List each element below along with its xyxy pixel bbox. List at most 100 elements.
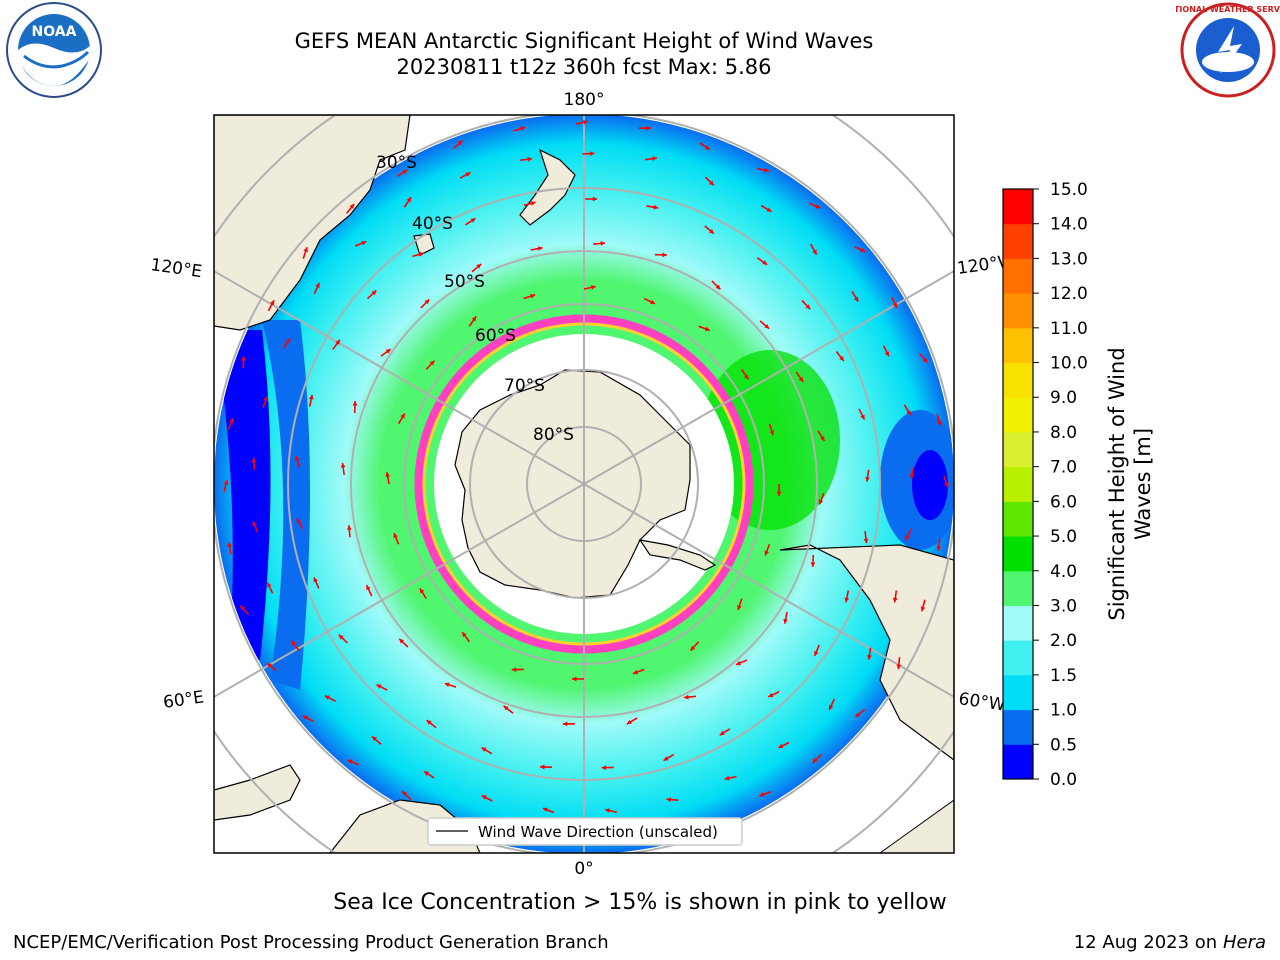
colorbar-frame: [1002, 188, 1034, 780]
wind-arrow-head: [719, 730, 725, 736]
wind-arrow-head: [481, 795, 487, 800]
wind-arrow-head: [805, 304, 811, 310]
colorbar-segment: [1003, 674, 1033, 711]
wind-arrow-head: [708, 228, 714, 234]
wind-arrow-head: [663, 756, 669, 761]
lon-label-60w: 60°W: [957, 689, 1006, 715]
wind-arrow-head: [267, 582, 272, 588]
wind-arrow-head: [812, 249, 817, 255]
wind-arrow-head: [419, 588, 425, 594]
wind-arrow-head: [936, 546, 942, 551]
wind-arrow-head: [223, 480, 229, 486]
lon-label-120e: 120°E: [149, 255, 203, 282]
noaa-logo: NOAA: [6, 2, 102, 98]
wind-arrow-head: [778, 743, 784, 749]
footer-host: Hera: [1222, 932, 1266, 953]
wind-arrow-head: [385, 472, 391, 477]
wind-arrow-head: [646, 125, 651, 131]
wind-arrow-head: [820, 435, 825, 441]
wind-arrow-head: [366, 585, 371, 591]
wind-arrow-head: [340, 462, 346, 468]
wind-arrow-head: [764, 167, 769, 173]
wind-arrow-head: [704, 326, 710, 332]
wind-arrow-head: [600, 241, 606, 246]
colorbar-tick-label: 10.0: [1050, 354, 1088, 374]
wind-arrow-head: [462, 632, 467, 638]
map-legend: Wind Wave Direction (unscaled): [427, 817, 743, 846]
wind-arrow-head: [294, 455, 300, 461]
wind-arrow-head: [762, 260, 768, 265]
wind-arrow-head: [684, 694, 689, 700]
wind-arrow-head: [537, 246, 543, 251]
colorbar-segment: [1003, 362, 1033, 398]
wind-arrow-head: [653, 204, 659, 210]
colorbar-segment: [1003, 570, 1033, 606]
wind-arrow-head: [308, 394, 314, 400]
wind-arrow-head: [704, 145, 710, 150]
lat-label-50s: 50°S: [444, 272, 485, 292]
colorbar-segment: [1003, 293, 1033, 329]
lon-label-0: 0°: [574, 859, 593, 879]
wind-arrow-head: [944, 482, 949, 488]
wind-arrow-head: [335, 339, 340, 345]
wind-arrow-head: [471, 316, 477, 322]
wind-arrow-head: [839, 356, 844, 361]
colorbar-segment: [1003, 640, 1033, 676]
wind-arrow-head: [393, 533, 398, 539]
australia-land: [214, 115, 411, 331]
colorbar-tick-label: 6.0: [1050, 492, 1077, 512]
wind-arrow-head: [402, 791, 407, 797]
colorbar-tick-label: 9.0: [1050, 388, 1077, 408]
wind-arrow-head: [768, 692, 774, 698]
wind-arrow-head: [444, 682, 450, 688]
wind-arrow-head: [400, 413, 405, 419]
new-zealand-land: [519, 148, 576, 226]
colorbar-segment: [1003, 397, 1033, 433]
chart-title: GEFS MEAN Antarctic Significant Height o…: [294, 29, 874, 53]
wind-arrow-head: [266, 663, 272, 668]
noaa-logo-text: NOAA: [32, 24, 77, 40]
lat-label-80s: 80°S: [533, 425, 574, 445]
wind-arrow-head: [269, 300, 275, 306]
lon-label-180: 180°: [564, 90, 605, 110]
wind-arrow-head: [424, 299, 430, 305]
wind-arrow-head: [884, 351, 890, 357]
colorbar-tick-label: 14.0: [1050, 215, 1088, 235]
wind-arrow-head: [764, 324, 770, 329]
wind-arrow-head: [511, 667, 517, 673]
high-wave-patch: [700, 350, 840, 530]
colorbar-tick-label: 2.0: [1050, 631, 1077, 651]
wind-arrow-head: [633, 669, 638, 675]
wind-arrow-head: [263, 396, 269, 402]
south-america-land: [779, 544, 954, 761]
wind-arrow-head: [252, 521, 258, 527]
wind-arrow-head: [542, 807, 548, 813]
wind-arrow-head: [426, 720, 432, 725]
nws-logo: NATIONAL WEATHER SERVICE: [1176, 2, 1280, 98]
footer-credit: NCEP/EMC/Verification Post Processing Pr…: [13, 932, 609, 953]
wind-arrow-head: [429, 360, 435, 366]
wind-arrow-head: [759, 792, 765, 797]
lon-label-60e: 60°E: [162, 687, 205, 712]
colorbar-tick-label: 0.0: [1050, 770, 1077, 790]
colorbar-title-line2: Waves [m]: [1131, 428, 1155, 540]
wind-arrow-head: [583, 119, 588, 125]
colorbar-tick-label: 1.5: [1050, 666, 1077, 686]
colorbar-tick-label: 0.5: [1050, 735, 1077, 755]
wind-arrow-head: [814, 651, 819, 657]
wind-arrow-head: [527, 156, 533, 162]
wind-arrow-head: [652, 156, 657, 161]
wind-arrow-head: [922, 357, 928, 363]
map-area: Wind Wave Direction (unscaled): [214, 115, 954, 853]
wind-arrow-head: [798, 376, 804, 382]
lat-label-60s: 60°S: [475, 326, 516, 346]
wind-arrow-head: [285, 338, 291, 344]
wind-arrow-head: [743, 374, 749, 380]
wind-arrow-head: [347, 759, 353, 764]
wind-arrow-head: [783, 618, 788, 624]
wind-arrow-head: [296, 518, 302, 524]
wind-arrow-head: [361, 240, 367, 246]
wind-arrow-head: [530, 201, 536, 206]
wind-arrow-head: [736, 660, 742, 666]
wind-arrow-head: [715, 284, 721, 290]
